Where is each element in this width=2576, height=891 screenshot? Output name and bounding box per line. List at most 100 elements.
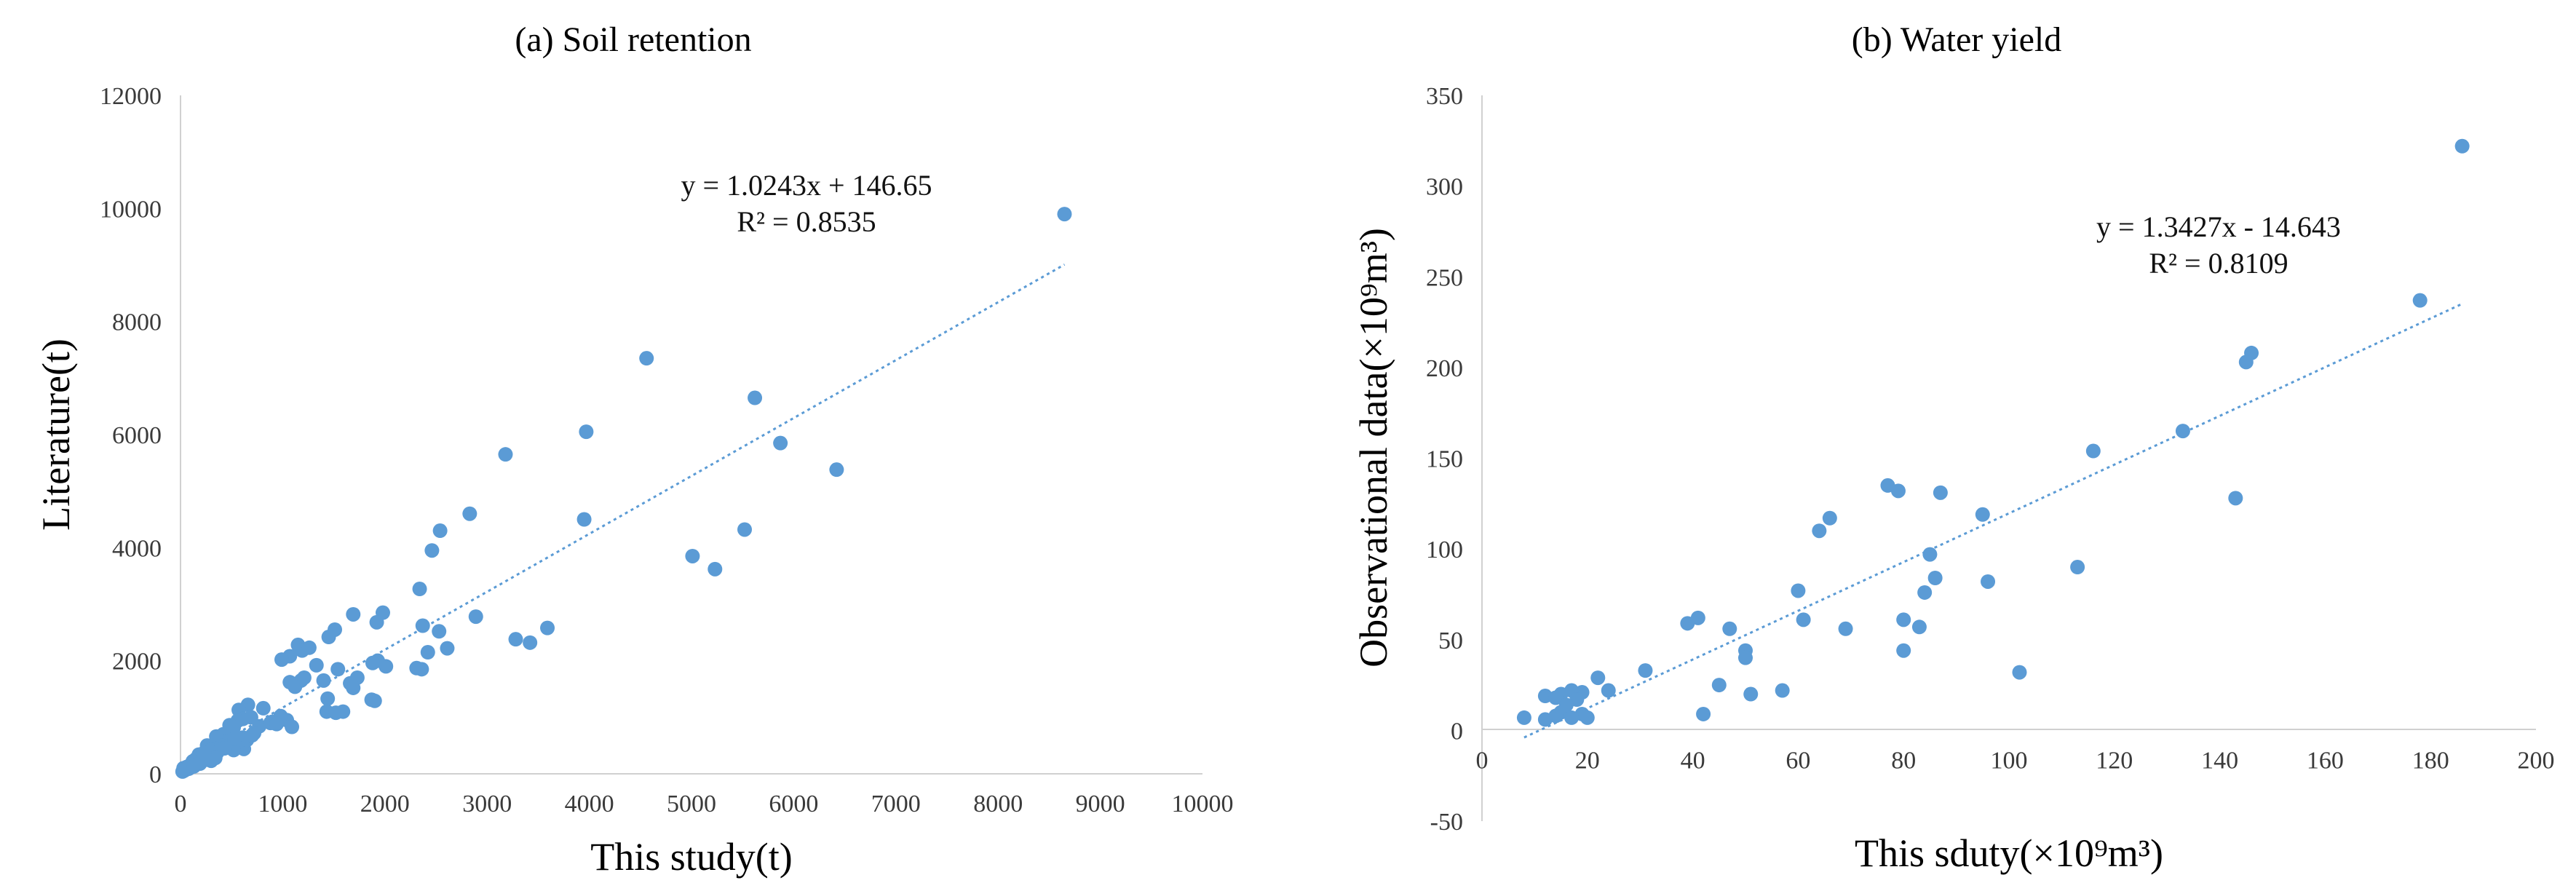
data-point bbox=[639, 351, 654, 366]
data-point bbox=[737, 522, 753, 537]
data-point bbox=[432, 624, 447, 639]
data-point bbox=[1791, 583, 1806, 598]
data-point bbox=[1775, 683, 1790, 698]
data-point bbox=[255, 700, 271, 716]
data-point bbox=[1516, 710, 1531, 725]
panel-a-trendline bbox=[180, 264, 1066, 767]
panel-a-title: (a) Soil retention bbox=[515, 20, 751, 59]
data-point bbox=[379, 659, 394, 674]
x-tick-label: 180 bbox=[2412, 747, 2449, 774]
data-point bbox=[1638, 663, 1653, 678]
x-tick-label: 0 bbox=[175, 791, 187, 817]
panel-b-y-ticks: -50 0 50 100 150 200 250 300 350 bbox=[1426, 83, 1463, 836]
data-point bbox=[320, 691, 336, 706]
x-tick-label: 40 bbox=[1681, 747, 1705, 774]
x-tick-label: 1000 bbox=[258, 791, 307, 817]
data-point bbox=[217, 741, 232, 756]
data-point bbox=[1590, 670, 1606, 686]
x-tick-label: 4000 bbox=[565, 791, 614, 817]
y-tick-label: -50 bbox=[1430, 809, 1463, 836]
data-point bbox=[540, 620, 555, 635]
panel-b-points bbox=[1516, 138, 2470, 727]
panel-a-points bbox=[175, 207, 1072, 779]
x-tick-label: 120 bbox=[2096, 747, 2133, 774]
data-point bbox=[2070, 560, 2085, 575]
data-point bbox=[523, 635, 538, 650]
panel-b-x-ticks: 0 20 40 60 80 100 120 140 160 180 200 bbox=[1476, 747, 2555, 774]
x-tick-label: 2000 bbox=[360, 791, 410, 817]
panel-b-trendline bbox=[1523, 303, 2463, 739]
data-point bbox=[1896, 643, 1911, 658]
y-tick-label: 8000 bbox=[112, 309, 162, 336]
data-point bbox=[2412, 293, 2428, 308]
data-point bbox=[1580, 710, 1595, 725]
x-tick-label: 140 bbox=[2201, 747, 2238, 774]
x-tick-label: 0 bbox=[1476, 747, 1489, 774]
data-point bbox=[579, 424, 594, 440]
data-point bbox=[1537, 712, 1553, 727]
data-point bbox=[1922, 547, 1938, 562]
panel-b-x-axis-label: This sduty(×10⁹m³) bbox=[1855, 831, 2163, 875]
x-tick-label: 10000 bbox=[1172, 791, 1234, 817]
x-tick-label: 200 bbox=[2518, 747, 2555, 774]
data-point bbox=[1680, 616, 1695, 631]
y-tick-label: 50 bbox=[1438, 627, 1463, 654]
data-point bbox=[424, 543, 440, 558]
data-point bbox=[346, 680, 361, 695]
data-point bbox=[508, 632, 523, 647]
y-tick-label: 4000 bbox=[112, 535, 162, 562]
panel-b-equation: y = 1.3427x - 14.643 bbox=[2096, 210, 2341, 243]
data-point bbox=[316, 673, 331, 688]
data-point bbox=[227, 731, 242, 746]
panel-a-y-ticks: 0 2000 4000 6000 8000 10000 12000 bbox=[100, 83, 162, 788]
data-point bbox=[1822, 510, 1837, 526]
data-point bbox=[1696, 706, 1711, 721]
x-tick-label: 5000 bbox=[667, 791, 716, 817]
data-point bbox=[1722, 621, 1737, 636]
data-point bbox=[685, 548, 700, 563]
data-point bbox=[1711, 678, 1727, 693]
panel-b-y-axis-label: Observational data(×10⁹m³) bbox=[1352, 228, 1395, 668]
y-tick-label: 0 bbox=[149, 761, 162, 788]
data-point bbox=[285, 719, 300, 734]
panel-a: (a) Soil retention 0 2000 4000 6000 8000 1000… bbox=[34, 20, 1234, 879]
y-tick-label: 10000 bbox=[100, 196, 162, 223]
data-point bbox=[269, 716, 284, 732]
data-point bbox=[420, 645, 435, 660]
data-point bbox=[1057, 207, 1072, 222]
data-point bbox=[468, 609, 483, 625]
data-point bbox=[1911, 619, 1927, 635]
data-point bbox=[2238, 355, 2254, 370]
data-point bbox=[440, 641, 455, 656]
data-point bbox=[282, 675, 298, 690]
data-point bbox=[2228, 491, 2243, 506]
data-point bbox=[498, 447, 513, 462]
x-tick-label: 8000 bbox=[973, 791, 1023, 817]
data-point bbox=[309, 657, 324, 673]
x-tick-label: 3000 bbox=[462, 791, 512, 817]
x-tick-label: 9000 bbox=[1076, 791, 1125, 817]
panel-a-x-axis-label: This study(t) bbox=[590, 835, 793, 879]
y-tick-label: 6000 bbox=[112, 422, 162, 449]
data-point bbox=[1975, 507, 1990, 522]
data-point bbox=[365, 655, 380, 670]
data-point bbox=[2454, 138, 2470, 154]
data-point bbox=[415, 618, 430, 633]
y-tick-label: 150 bbox=[1426, 446, 1463, 473]
data-point bbox=[1796, 612, 1811, 627]
data-point bbox=[1564, 710, 1580, 725]
panel-a-x-ticks: 0 1000 2000 3000 4000 5000 6000 7000 8000 9000 100… bbox=[175, 791, 1234, 817]
x-tick-label: 7000 bbox=[871, 791, 921, 817]
data-point bbox=[1896, 612, 1911, 627]
y-tick-label: 200 bbox=[1426, 355, 1463, 382]
x-tick-label: 100 bbox=[1991, 747, 2028, 774]
x-tick-label: 80 bbox=[1891, 747, 1916, 774]
data-point bbox=[1838, 621, 1853, 636]
data-point bbox=[412, 582, 427, 597]
panel-b-r-squared: R² = 0.8109 bbox=[2149, 247, 2288, 280]
data-point bbox=[1933, 485, 1948, 500]
data-point bbox=[1927, 571, 1943, 586]
data-point bbox=[301, 640, 317, 655]
x-tick-label: 6000 bbox=[769, 791, 818, 817]
